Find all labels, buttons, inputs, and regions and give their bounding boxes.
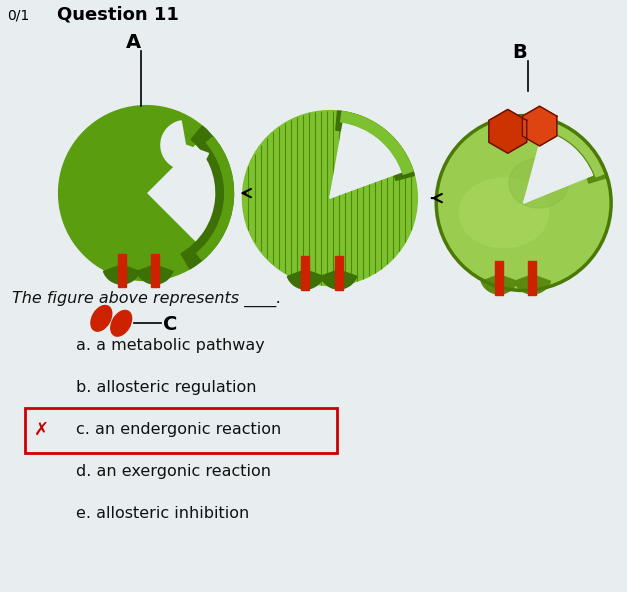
Wedge shape <box>481 275 517 294</box>
Wedge shape <box>330 123 402 198</box>
Ellipse shape <box>91 305 112 331</box>
Wedge shape <box>524 131 593 203</box>
Text: 0/1: 0/1 <box>7 8 29 22</box>
Polygon shape <box>489 110 527 153</box>
Bar <box>335 268 342 289</box>
Text: ✗: ✗ <box>34 421 49 439</box>
Text: A: A <box>126 33 141 52</box>
Bar <box>118 253 125 265</box>
Circle shape <box>436 115 611 291</box>
Text: b. allosteric regulation: b. allosteric regulation <box>76 381 257 395</box>
Wedge shape <box>197 137 233 260</box>
Wedge shape <box>340 111 413 174</box>
Bar <box>495 261 503 273</box>
Ellipse shape <box>508 158 569 208</box>
Circle shape <box>243 111 418 285</box>
Polygon shape <box>522 106 557 146</box>
Wedge shape <box>330 131 393 198</box>
Wedge shape <box>161 121 208 169</box>
Wedge shape <box>524 141 583 203</box>
Text: c. an endergonic reaction: c. an endergonic reaction <box>76 422 282 437</box>
Wedge shape <box>103 265 140 284</box>
Wedge shape <box>514 275 551 294</box>
Wedge shape <box>137 265 173 284</box>
Bar <box>302 256 309 268</box>
Wedge shape <box>541 118 606 177</box>
Wedge shape <box>287 270 324 289</box>
Bar <box>495 273 503 295</box>
Bar <box>151 253 159 265</box>
Wedge shape <box>58 105 208 281</box>
Text: d. an exergonic reaction: d. an exergonic reaction <box>76 464 271 479</box>
Text: Question 11: Question 11 <box>56 5 179 23</box>
Text: e. allosteric inhibition: e. allosteric inhibition <box>76 506 250 520</box>
Bar <box>118 265 125 287</box>
Wedge shape <box>336 111 414 181</box>
Bar <box>151 265 159 287</box>
Text: B: B <box>512 43 527 62</box>
Text: a. a metabolic pathway: a. a metabolic pathway <box>76 337 265 353</box>
Bar <box>335 256 342 268</box>
Text: The figure above represents ____.: The figure above represents ____. <box>12 291 282 307</box>
Bar <box>529 273 537 295</box>
Bar <box>529 261 537 273</box>
Bar <box>302 268 309 289</box>
Text: C: C <box>163 316 177 334</box>
Wedge shape <box>320 270 357 289</box>
Ellipse shape <box>459 178 549 248</box>
Wedge shape <box>181 126 233 269</box>
Ellipse shape <box>111 310 132 336</box>
Wedge shape <box>535 117 608 183</box>
